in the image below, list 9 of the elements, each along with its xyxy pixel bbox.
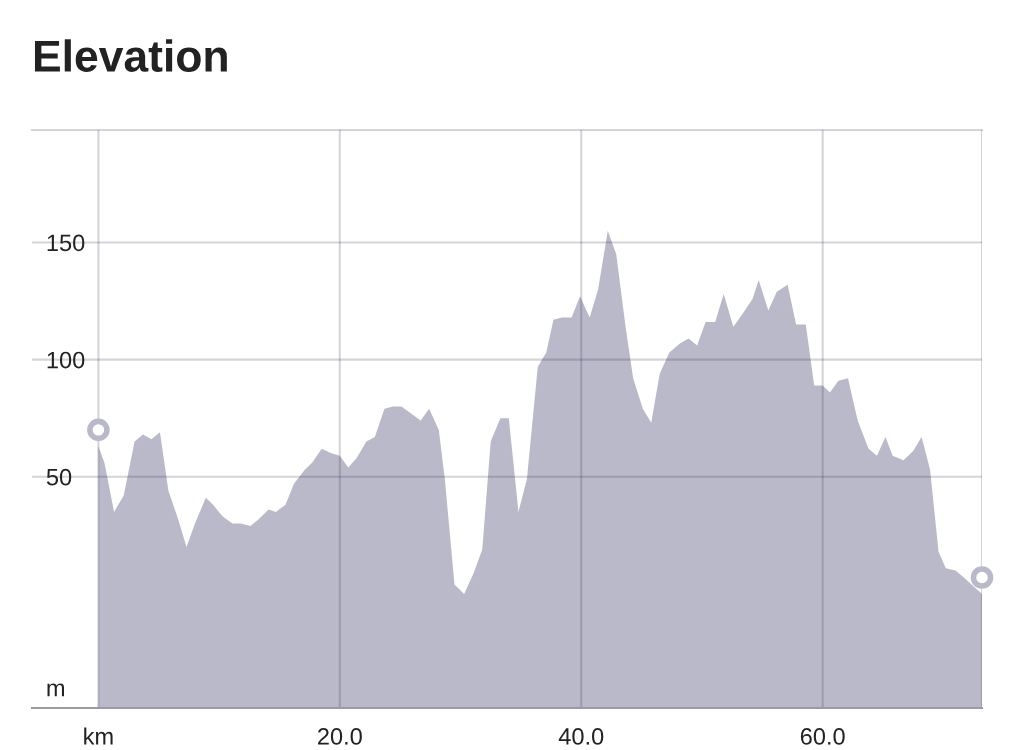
- chart-title: Elevation: [34, 39, 227, 72]
- y-tick-label: m: [47, 683, 64, 697]
- x-tick-label: 40.0: [558, 728, 604, 745]
- y-tick-label: 150: [47, 234, 85, 252]
- x-tick-label: km: [84, 727, 113, 745]
- x-tick-label: 60.0: [800, 728, 845, 745]
- y-tick-label: 100: [47, 351, 85, 369]
- x-tick-label: 20.0: [318, 728, 362, 745]
- y-tick-label: 50: [46, 468, 72, 486]
